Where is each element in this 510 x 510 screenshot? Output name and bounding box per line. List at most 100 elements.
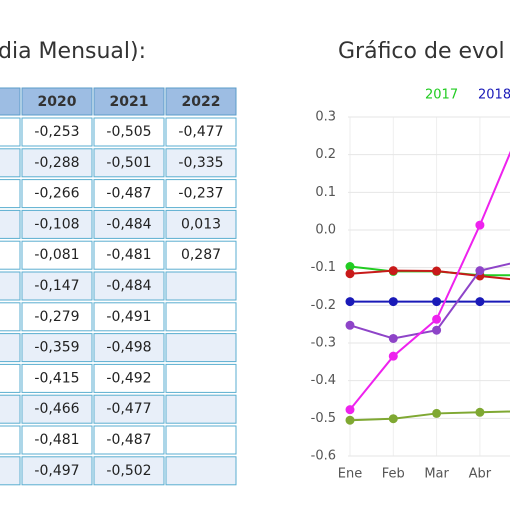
cell-text: -0,147 (34, 278, 79, 294)
cell-text: -0,477 (106, 401, 151, 417)
cell (0, 271, 21, 301)
header-text: 2021 (110, 94, 149, 110)
cell (21, 148, 93, 178)
y-tick-label: -0.5 (311, 411, 336, 426)
y-tick-label: 0.0 (315, 223, 336, 238)
cell-text: -0,279 (34, 309, 79, 325)
cell (0, 363, 21, 393)
point (345, 262, 355, 272)
header-cell (165, 87, 237, 116)
x-tick-label: Abr (469, 467, 492, 482)
cell (165, 333, 237, 363)
header-text: 2022 (182, 94, 221, 110)
cell (93, 333, 165, 363)
point (475, 297, 485, 307)
cell-text: 0,287 (181, 247, 221, 263)
cell-text: -0,288 (34, 155, 79, 171)
cell (165, 209, 237, 239)
point (388, 414, 398, 424)
legend-label: 2018 (478, 88, 510, 103)
point (388, 333, 398, 343)
y-tick-label: -0.1 (311, 260, 336, 275)
point (432, 408, 442, 418)
cell (93, 456, 165, 486)
series-line (349, 150, 510, 411)
point (388, 266, 398, 276)
cell (165, 179, 237, 209)
point (432, 314, 442, 324)
cell (0, 425, 21, 455)
cell-text: -0,505 (106, 124, 151, 140)
cell-text: -0,359 (34, 340, 79, 356)
cell (0, 240, 21, 270)
point (345, 405, 355, 415)
cell (93, 148, 165, 178)
cell (165, 425, 237, 455)
cell-text: -0,502 (106, 463, 151, 479)
chart-title: Gráfico de evol (338, 39, 505, 64)
point (345, 269, 355, 279)
x-tick-label: Ene (338, 467, 362, 482)
header-cell (93, 87, 165, 116)
series-line (349, 410, 510, 422)
cell (21, 117, 93, 147)
cell-text: -0,237 (178, 186, 223, 202)
point (475, 266, 485, 276)
cell-text: -0,415 (34, 370, 79, 386)
cell (93, 363, 165, 393)
x-tick-label: Mar (424, 467, 449, 482)
y-tick-label: 0.2 (315, 147, 336, 162)
point (388, 351, 398, 361)
cell-text: -0,498 (106, 340, 151, 356)
cell-text: -0,481 (106, 247, 151, 263)
cell-text: -0,477 (178, 124, 223, 140)
cell (93, 394, 165, 424)
header-cell (0, 87, 21, 116)
cell-text: -0,492 (106, 370, 151, 386)
cell-text: -0,487 (106, 186, 151, 202)
cell (165, 456, 237, 486)
cell-text: -0,081 (34, 247, 79, 263)
y-tick-label: -0.4 (311, 373, 336, 388)
cell-text: -0,481 (34, 432, 79, 448)
cell (93, 117, 165, 147)
header-text: 2020 (38, 94, 77, 110)
y-tick-label: -0.2 (311, 298, 336, 313)
cell (0, 148, 21, 178)
cell (21, 456, 93, 486)
cell (165, 271, 237, 301)
cell (93, 425, 165, 455)
point (432, 266, 442, 276)
cell (93, 209, 165, 239)
cell (165, 363, 237, 393)
point (345, 415, 355, 425)
cell-text: -0,487 (106, 432, 151, 448)
cell-text: -0,491 (106, 309, 151, 325)
cell (165, 394, 237, 424)
y-tick-label: -0.3 (311, 336, 336, 351)
cell (0, 117, 21, 147)
cell-text: -0,484 (106, 278, 151, 294)
cell (21, 363, 93, 393)
x-tick-label: Feb (382, 467, 405, 482)
cell (21, 333, 93, 363)
cell (93, 240, 165, 270)
cell-text: -0,253 (34, 124, 79, 140)
point (345, 320, 355, 330)
cell (165, 240, 237, 270)
cell (21, 179, 93, 209)
y-tick-label: 0.3 (315, 110, 336, 125)
point (475, 220, 485, 230)
cell-text: -0,497 (34, 463, 79, 479)
cell (93, 271, 165, 301)
cell (0, 302, 21, 332)
point (432, 325, 442, 335)
y-tick-label: 0.1 (315, 185, 336, 200)
cell (165, 302, 237, 332)
cell (0, 209, 21, 239)
table-title: dia Mensual): (0, 39, 146, 64)
cell (0, 394, 21, 424)
point (475, 407, 485, 417)
cell (93, 179, 165, 209)
